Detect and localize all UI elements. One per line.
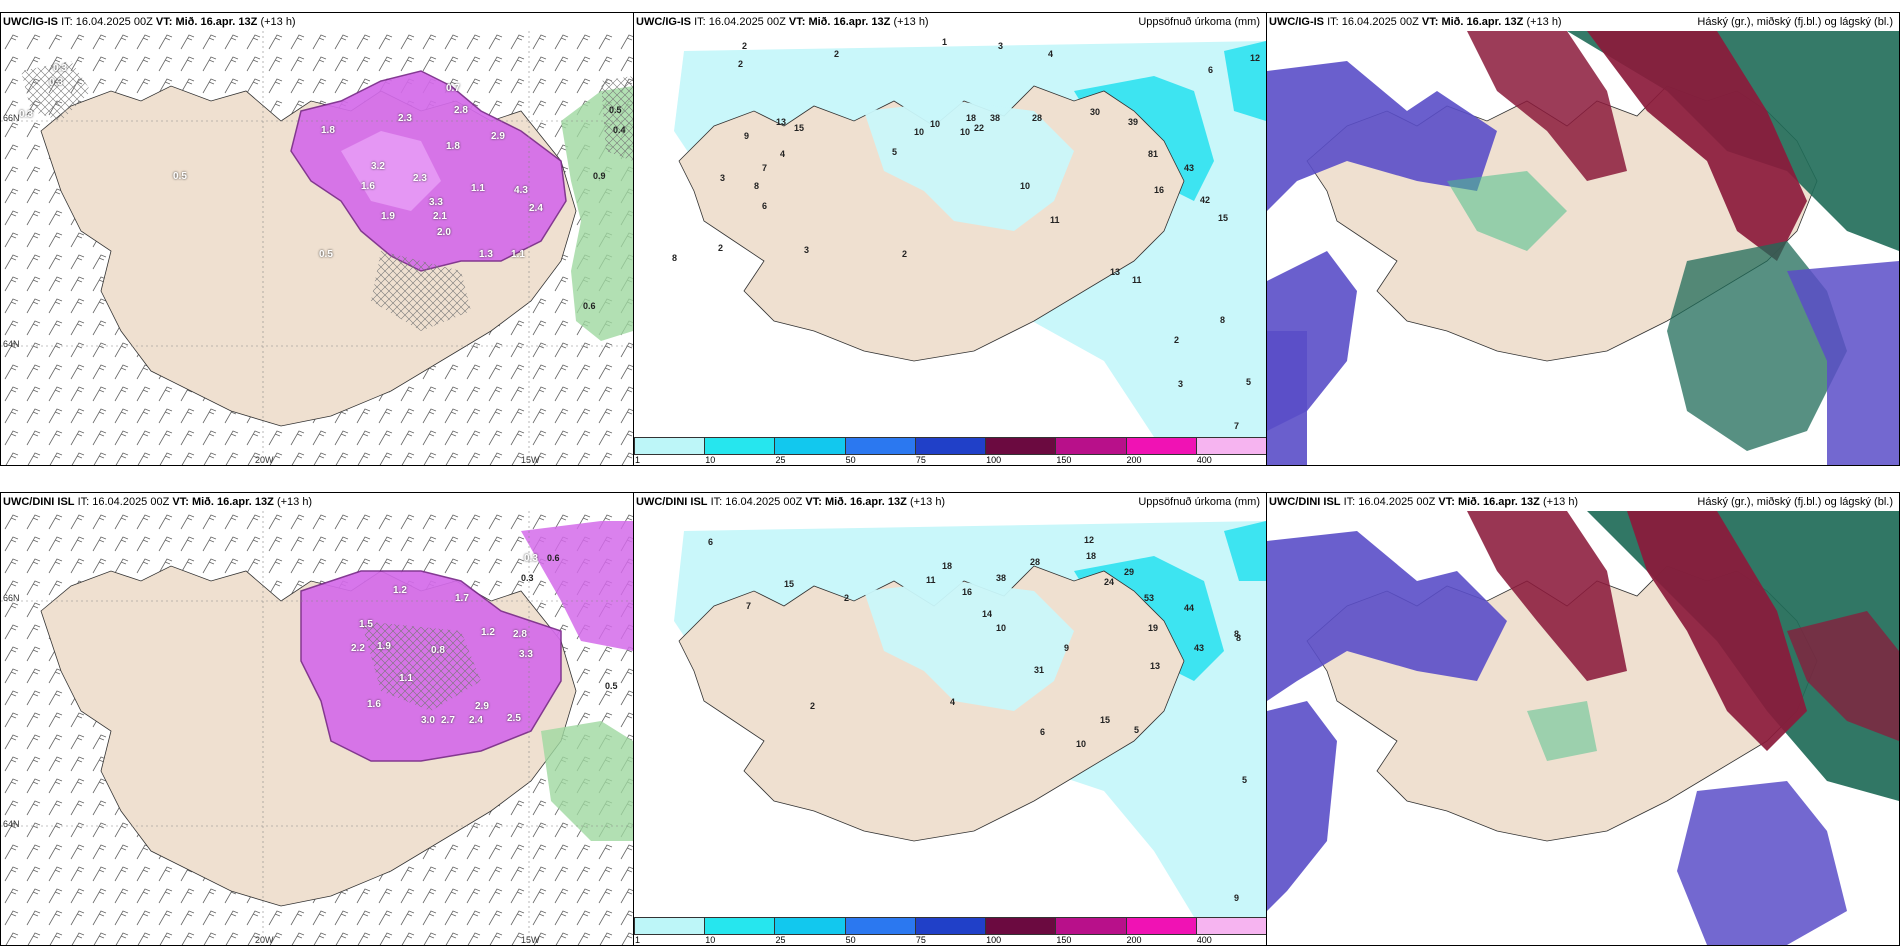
model-name: UWC/DINI ISL bbox=[3, 496, 75, 508]
cloud-map[interactable] bbox=[1267, 31, 1899, 465]
model-name: UWC/IG-IS bbox=[1269, 16, 1324, 28]
model-name: UWC/IG-IS bbox=[636, 16, 691, 28]
field-title: Háský (gr.), miðský (fj.bl.) og lágský (… bbox=[1697, 16, 1893, 28]
cloud-map[interactable] bbox=[1267, 511, 1899, 945]
precip-map[interactable] bbox=[634, 511, 1266, 917]
colorbar-swatch bbox=[634, 917, 706, 935]
lon-label-2: 15W bbox=[521, 455, 540, 465]
colorbar-label: 50 bbox=[845, 455, 856, 465]
colorbar-label: 10 bbox=[705, 455, 716, 465]
lat-label-2: 66N bbox=[3, 593, 20, 603]
colorbar-swatch bbox=[774, 917, 846, 935]
panel-header: UWC/IG-IS IT: 16.04.2025 00Z VT: Mið. 16… bbox=[634, 13, 1266, 31]
colorbar-swatch bbox=[844, 437, 916, 455]
lat-label-1: 64N bbox=[3, 819, 20, 829]
colorbar-label: 400 bbox=[1196, 935, 1212, 945]
lat-label-1: 64N bbox=[3, 339, 20, 349]
panel-header: UWC/DINI ISL IT: 16.04.2025 00Z VT: Mið.… bbox=[1, 493, 633, 511]
colorbar-label: 25 bbox=[775, 935, 786, 945]
panel-header: UWC/DINI ISL IT: 16.04.2025 00Z VT: Mið.… bbox=[1267, 493, 1899, 511]
colorbar: 1 10 25 50 75 100 150 200 400 bbox=[634, 437, 1266, 465]
colorbar: 1 10 25 50 75 100 150 200 400 bbox=[634, 917, 1266, 945]
colorbar-swatch bbox=[704, 437, 776, 455]
colorbar-label: 100 bbox=[986, 455, 1002, 465]
colorbar-swatch bbox=[704, 917, 776, 935]
colorbar-label: 150 bbox=[1056, 455, 1072, 465]
colorbar-swatch bbox=[1125, 437, 1197, 455]
model-name: UWC/DINI ISL bbox=[636, 496, 708, 508]
colorbar-swatch bbox=[914, 437, 987, 455]
colorbar-label: 1 bbox=[635, 935, 641, 945]
colorbar-label: 200 bbox=[1126, 455, 1142, 465]
lon-label-1: 20W bbox=[255, 455, 274, 465]
colorbar-label: 200 bbox=[1126, 935, 1142, 945]
field-title: Uppsöfnuð úrkoma (mm) bbox=[1138, 16, 1260, 28]
model-name: UWC/IG-IS bbox=[3, 16, 58, 28]
panel-dini-precip: UWC/DINI ISL IT: 16.04.2025 00Z VT: Mið.… bbox=[633, 492, 1267, 946]
colorbar-label: 75 bbox=[915, 935, 926, 945]
panel-ig-precip: UWC/IG-IS IT: 16.04.2025 00Z VT: Mið. 16… bbox=[633, 12, 1267, 466]
precip-map[interactable] bbox=[634, 31, 1266, 437]
panel-ig-cloud: UWC/IG-IS IT: 16.04.2025 00Z VT: Mið. 16… bbox=[1266, 12, 1900, 466]
panel-header: UWC/IG-IS IT: 16.04.2025 00Z VT: Mið. 16… bbox=[1267, 13, 1899, 31]
colorbar-swatch bbox=[1055, 437, 1127, 455]
colorbar-swatch bbox=[914, 917, 987, 935]
panel-header: UWC/DINI ISL IT: 16.04.2025 00Z VT: Mið.… bbox=[634, 493, 1266, 511]
colorbar-label: 100 bbox=[986, 935, 1002, 945]
colorbar-swatch bbox=[1195, 437, 1266, 455]
field-title: Háský (gr.), miðský (fj.bl.) og lágský (… bbox=[1697, 496, 1893, 508]
colorbar-label: 75 bbox=[915, 455, 926, 465]
colorbar-label: 25 bbox=[775, 455, 786, 465]
wind-snow-map[interactable] bbox=[1, 31, 633, 465]
panel-header: UWC/IG-IS IT: 16.04.2025 00Z VT: Mið. 16… bbox=[1, 13, 633, 31]
panel-ig-wind: UWC/IG-IS IT: 16.04.2025 00Z VT: Mið. 16… bbox=[0, 12, 634, 466]
colorbar-label: 10 bbox=[705, 935, 716, 945]
colorbar-label: 150 bbox=[1056, 935, 1072, 945]
colorbar-label: 400 bbox=[1196, 455, 1212, 465]
model-name: UWC/DINI ISL bbox=[1269, 496, 1341, 508]
colorbar-label: 50 bbox=[845, 935, 856, 945]
panel-dini-wind: UWC/DINI ISL IT: 16.04.2025 00Z VT: Mið.… bbox=[0, 492, 634, 946]
field-title: Uppsöfnuð úrkoma (mm) bbox=[1138, 496, 1260, 508]
colorbar-swatch bbox=[774, 437, 846, 455]
colorbar-swatch bbox=[1055, 917, 1127, 935]
colorbar-swatch bbox=[985, 917, 1057, 935]
colorbar-swatch bbox=[844, 917, 916, 935]
colorbar-swatch bbox=[1125, 917, 1197, 935]
lat-label-2: 66N bbox=[3, 113, 20, 123]
colorbar-label: 1 bbox=[635, 455, 641, 465]
colorbar-swatch bbox=[634, 437, 706, 455]
rain-area bbox=[541, 721, 633, 841]
lon-label-2: 15W bbox=[521, 935, 540, 945]
colorbar-swatch bbox=[985, 437, 1057, 455]
colorbar-swatch bbox=[1195, 917, 1266, 935]
panel-dini-cloud: UWC/DINI ISL IT: 16.04.2025 00Z VT: Mið.… bbox=[1266, 492, 1900, 946]
wind-snow-map[interactable] bbox=[1, 511, 633, 945]
lon-label-1: 20W bbox=[255, 935, 274, 945]
